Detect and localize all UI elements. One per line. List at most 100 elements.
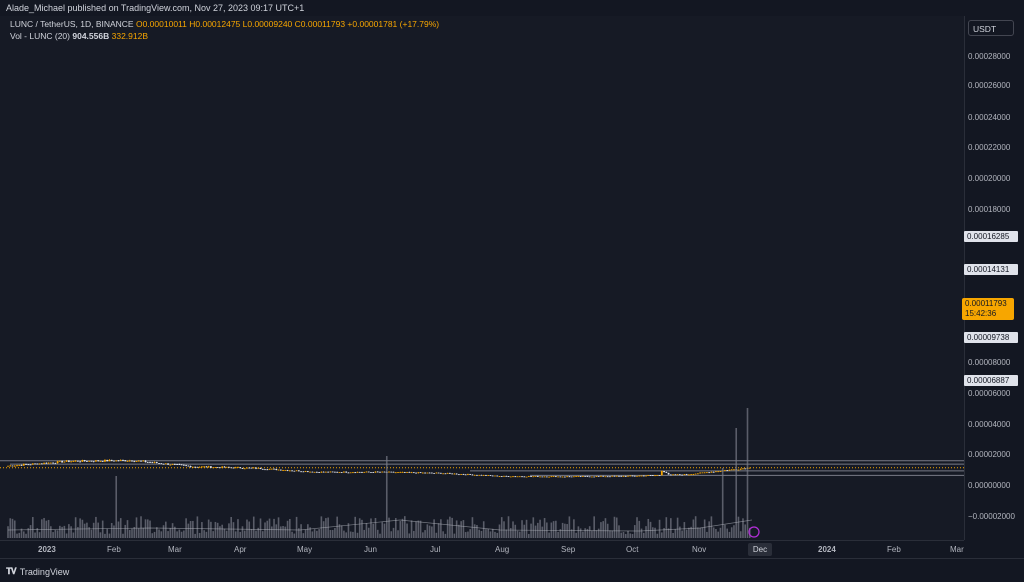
volume-bar (557, 531, 559, 538)
volume-bar (171, 523, 174, 538)
candle-body (642, 475, 645, 477)
candle-body (458, 474, 460, 476)
candle-body (392, 471, 395, 473)
candle-body (516, 476, 519, 478)
price-axis[interactable] (964, 16, 1024, 540)
candle-body (430, 472, 433, 474)
candle-body (155, 462, 158, 464)
candle-body (225, 466, 228, 468)
volume-bar (539, 519, 541, 538)
volume-bar (205, 531, 208, 538)
candle-body (557, 476, 560, 478)
candle-body (273, 468, 275, 470)
candle-body (561, 476, 564, 478)
volume-bar (500, 517, 503, 538)
volume-bar (246, 519, 248, 538)
volume-label[interactable]: Vol - LUNC (20) (10, 31, 70, 41)
candle-body (597, 476, 600, 477)
candle-body (739, 468, 742, 470)
volume-bar (609, 530, 611, 538)
candle-body (584, 476, 587, 477)
volume-bar (365, 523, 368, 538)
candle-body (602, 475, 605, 477)
volume-bar (469, 529, 471, 538)
currency-button[interactable]: USDT (968, 20, 1014, 36)
volume-bar (742, 518, 744, 538)
current-price-label[interactable]: 0.00011793 15:42:36 (962, 298, 1014, 320)
volume-bar (665, 517, 668, 538)
volume-bar (356, 532, 359, 538)
candle-body (728, 469, 731, 471)
volume-bar (318, 529, 320, 538)
candle-body (575, 476, 578, 477)
candle-body (613, 475, 616, 477)
candle-body (137, 460, 140, 462)
candle-body (270, 468, 273, 470)
candle-body (76, 460, 79, 462)
volume-bar (629, 533, 632, 538)
candle-body (322, 471, 325, 473)
candle-body (306, 471, 309, 472)
candle-body (205, 466, 208, 468)
candle-body (212, 467, 215, 469)
volume-bar (68, 524, 70, 538)
volume-bar (142, 527, 145, 538)
candle-body (261, 468, 264, 470)
volume-bar (106, 528, 108, 538)
level-label[interactable]: 0.00014131 (964, 264, 1018, 275)
x-tick: Apr (234, 545, 247, 554)
candle-body (214, 467, 217, 468)
symbol-label[interactable]: LUNC / TetherUS, 1D, BINANCE (10, 19, 134, 29)
brand[interactable]: 𝐓𝐕 TradingView (6, 566, 69, 577)
candle-body (115, 460, 118, 462)
chart-pane[interactable] (0, 16, 964, 540)
volume-bar (61, 526, 63, 538)
volume-bar (108, 533, 111, 538)
candle-body (455, 473, 458, 475)
time-axis[interactable] (0, 540, 964, 559)
volume-bar (676, 517, 679, 538)
candle-body (90, 460, 93, 462)
candle-body (532, 476, 535, 478)
candle-body (687, 474, 690, 476)
candle-body (701, 472, 704, 474)
volume-bar (404, 516, 406, 538)
volume-bar (334, 528, 336, 538)
candle-body (665, 472, 668, 473)
candle-body (331, 471, 334, 473)
candle-body (588, 476, 591, 478)
candle-body (223, 466, 226, 468)
candle-body (255, 467, 257, 469)
candle-body (399, 472, 402, 473)
volume-bar (392, 527, 395, 538)
volume-bar (748, 527, 751, 538)
volume-bar (514, 524, 517, 538)
volume-bar (746, 408, 749, 538)
volume-ma-value: 332.912B (111, 31, 149, 41)
candle-body (282, 470, 284, 472)
level-label[interactable]: 0.00006887 (964, 375, 1018, 386)
candle-body (354, 472, 357, 474)
volume-bar (656, 533, 659, 538)
candle-body (669, 474, 672, 476)
candle-body (200, 466, 203, 468)
candle-body (649, 475, 652, 476)
volume-bar (584, 528, 586, 538)
volume-bar (679, 526, 681, 538)
bar-countdown: 15:42:36 (965, 309, 997, 318)
volume-bar (225, 530, 228, 538)
level-label[interactable]: 0.00009738 (964, 332, 1018, 343)
volume-bar (212, 531, 214, 538)
candle-body (534, 476, 537, 477)
level-label[interactable]: 0.00016285 (964, 231, 1018, 242)
candle-body (318, 472, 321, 473)
candle-body (498, 476, 501, 478)
volume-bar (83, 523, 86, 538)
volume-bar (728, 531, 731, 538)
volume-bar (408, 533, 411, 538)
candle-body (485, 475, 487, 476)
volume-bar (293, 533, 296, 538)
candle-body (446, 472, 449, 474)
volume-bar (13, 520, 16, 538)
